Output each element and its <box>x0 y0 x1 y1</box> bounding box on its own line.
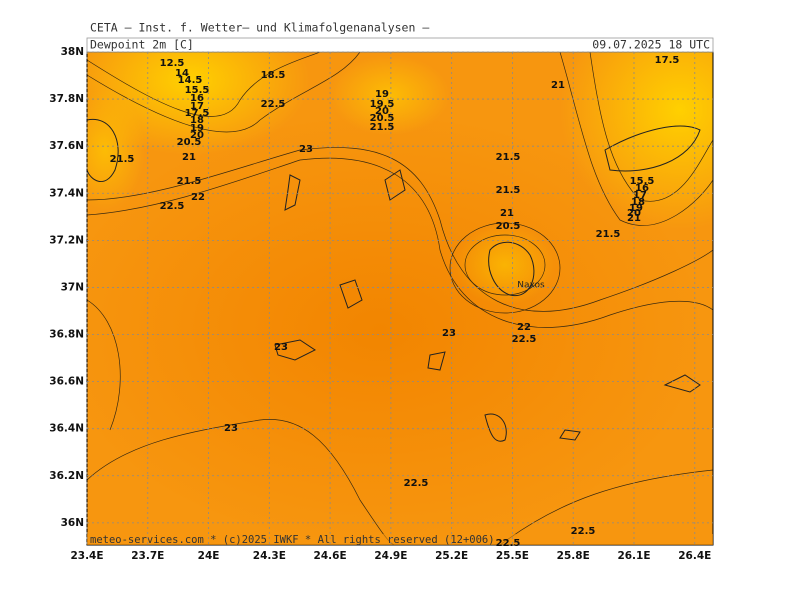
footer-band <box>87 534 713 545</box>
footer: meteo-services.com * (c)2025 IWKF * All … <box>90 534 495 546</box>
contour-labels: 12.51414.515.5161717.518192020.52121.522… <box>110 55 680 549</box>
contour-label: 21.5 <box>496 185 521 196</box>
contour-label: 15.5 <box>185 85 210 96</box>
x-tick-label: 24.6E <box>314 550 347 562</box>
x-tick-label: 26.4E <box>678 550 711 562</box>
contour-label: 22 <box>191 192 205 203</box>
x-tick-label: 25.5E <box>496 550 529 562</box>
x-tick-label: 25.2E <box>435 550 468 562</box>
field <box>87 52 713 545</box>
contour-label: 18 <box>190 115 204 126</box>
contour-label: 16 <box>190 93 204 104</box>
y-tick-label: 37.8N <box>49 93 84 105</box>
x-tick-label: 24E <box>198 550 220 562</box>
contour-label: 22.5 <box>512 334 537 345</box>
header-title: CETA — Inst. f. Wetter— und Klimafolgena… <box>90 21 429 35</box>
contour-label: 21 <box>551 80 565 91</box>
x-tick-label: 24.9E <box>374 550 407 562</box>
contour-label: 21.5 <box>496 152 521 163</box>
x-tick-label: 23.7E <box>131 550 164 562</box>
header-box <box>86 37 714 53</box>
contour-label: 19 <box>629 203 643 214</box>
contour-label: 17 <box>190 101 204 112</box>
contour-label: 19.5 <box>370 99 395 110</box>
contour-label: 23 <box>442 328 456 339</box>
y-tick-label: 37.6N <box>49 140 84 152</box>
y-tick-label: 36.8N <box>49 329 84 341</box>
contour-label: 22.5 <box>571 526 596 537</box>
contour-label: 21.5 <box>596 229 621 240</box>
contour-label: 20.5 <box>370 113 395 124</box>
contour-label: 19 <box>375 89 389 100</box>
contour-label: 23 <box>274 342 288 353</box>
y-tick-label: 38N <box>61 46 84 58</box>
contour-label: 22.5 <box>404 478 429 489</box>
x-tick-label: 25.8E <box>557 550 590 562</box>
contour-label: 17 <box>633 190 647 201</box>
contour-label: 20.5 <box>177 137 202 148</box>
contour-label: 23 <box>224 423 238 434</box>
y-tick-label: 36.4N <box>49 423 84 435</box>
y-tick-label: 36.2N <box>49 470 84 482</box>
place-label: Naxos <box>517 281 545 291</box>
contour-label: 16 <box>635 183 649 194</box>
contour-label: 15.5 <box>630 176 655 187</box>
contour-label: 12.5 <box>160 58 185 69</box>
contour-label: 21.5 <box>110 154 135 165</box>
contour-label: 18 <box>631 197 645 208</box>
contour-label: 20.5 <box>496 221 521 232</box>
contour-label: 22.5 <box>496 538 521 549</box>
contour-label: 22.5 <box>160 201 185 212</box>
contour-label: 14 <box>175 68 189 79</box>
contour-label: 17.5 <box>185 108 210 119</box>
x-tick-label: 26.1E <box>617 550 650 562</box>
contour-label: 21 <box>500 208 514 219</box>
contour-label: 22 <box>517 322 531 333</box>
contour-label: 18.5 <box>261 70 286 81</box>
x-tick-label: 24.3E <box>253 550 286 562</box>
y-tick-label: 36.6N <box>49 376 84 388</box>
contour-label: 23 <box>299 144 313 155</box>
ticks: 23.4E 23.7E 24E 24.3E 24.6E 24.9E 25.2E 25.5E 25… <box>49 46 713 562</box>
contour-label: 20 <box>375 106 389 117</box>
contour-label: 21.5 <box>177 176 202 187</box>
contour-label: 14.5 <box>178 75 203 86</box>
y-tick-label: 37N <box>61 281 84 293</box>
contour-label: 17.5 <box>655 55 680 66</box>
contour-label: 20 <box>190 130 204 141</box>
valid-time: 09.07.2025 18 UTC <box>592 38 710 52</box>
contour-label: 20 <box>627 208 641 219</box>
contour-label: 21 <box>182 152 196 163</box>
x-tick-label: 23.4E <box>70 550 103 562</box>
contour-label: 22.5 <box>261 99 286 110</box>
contour-label: 21.5 <box>370 122 395 133</box>
contour-label: 21 <box>627 213 641 224</box>
field-name: Dewpoint 2m [C] <box>90 38 194 52</box>
y-tick-label: 37.2N <box>49 234 84 246</box>
y-tick-label: 37.4N <box>49 187 84 199</box>
y-tick-label: 36N <box>61 517 84 529</box>
contour-label: 19 <box>190 123 204 134</box>
